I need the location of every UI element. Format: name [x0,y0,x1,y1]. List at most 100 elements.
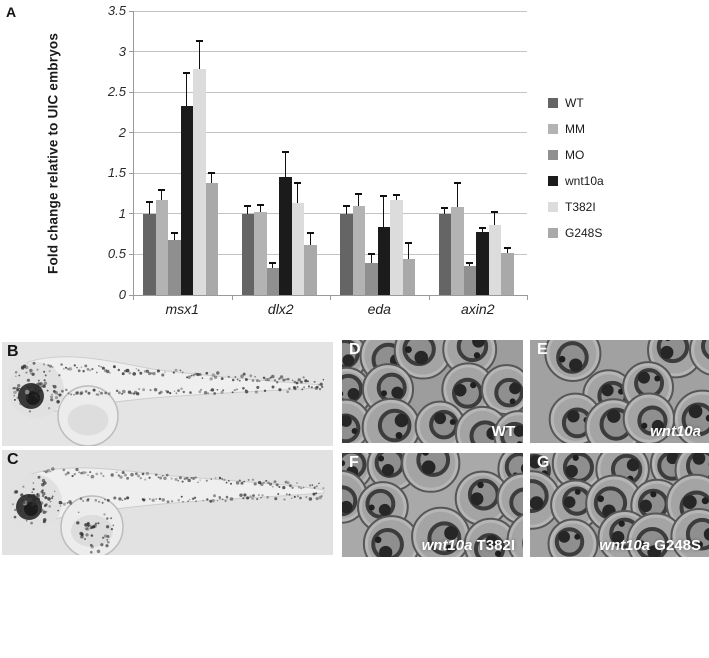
illustration-shape [188,498,191,501]
illustration-shape [14,490,19,494]
illustration-shape [109,372,111,374]
error-bar-line [456,183,458,208]
illustration-shape [130,472,134,477]
bar-wnt10a-dlx2 [279,176,292,295]
illustration-shape [182,390,185,394]
illustration-shape [106,499,110,502]
bar-wnt10a-eda [377,226,390,295]
illustration-shape [93,525,96,528]
panel-e-letter: E [537,341,548,358]
illustration-shape [445,544,453,552]
illustration-shape [378,503,391,516]
illustration-shape [258,494,260,496]
illustration-shape [251,478,255,481]
illustration-shape [222,389,225,392]
error-bar-line [198,41,200,70]
illustration-shape [291,486,294,490]
illustration-shape [37,475,41,479]
illustration-shape [321,385,324,389]
eggs-illustration-f [342,453,523,557]
illustration-shape [231,391,234,394]
bar-G248S-msx1 [205,183,218,295]
illustration-shape [135,368,138,370]
panel-g-letter: G [537,454,550,471]
legend-item-WT: WT [548,90,604,116]
illustration-shape [239,493,243,497]
illustration-shape [319,382,323,386]
y-axis-tick [129,91,133,93]
illustration-shape [44,496,48,500]
illustration-shape [105,544,109,548]
illustration-shape [119,475,123,479]
bar-G248S-axin2 [501,252,514,295]
error-bar-cap [503,246,511,249]
y-tick-label: 3 [118,43,126,59]
illustration-shape [35,383,37,386]
illustration-shape [286,390,289,394]
illustration-shape [249,495,252,498]
illustration-shape [42,384,46,388]
y-tick-label: 0 [118,287,126,302]
illustration-shape [611,530,625,544]
illustration-shape [243,493,247,497]
illustration-shape [318,384,320,386]
y-axis-line [133,11,134,295]
eggs-illustration-e [544,340,709,443]
illustration-shape [181,480,184,483]
panel-e-caption: wnt10a [650,423,701,440]
bar-MM-msx1 [155,200,168,295]
illustration-shape [315,385,319,389]
error-bar-line [247,205,249,214]
illustration-shape [81,471,86,475]
illustration-shape [51,393,53,396]
illustration-shape [32,383,35,387]
illustration-shape [139,477,142,480]
eggs-illustration-g [530,453,709,557]
illustration-shape [126,496,130,500]
error-bar-line [297,183,299,204]
illustration-shape [117,391,121,395]
error-bar-cap [342,204,350,207]
illustration-shape [285,378,287,381]
illustration-shape [19,394,22,397]
illustration-shape [25,397,28,401]
error-bar-cap [145,200,153,203]
illustration-shape [296,482,298,484]
illustration-shape [32,394,35,396]
illustration-shape [221,478,224,480]
illustration-shape [22,364,27,368]
illustration-shape [251,497,254,500]
illustration-shape [106,517,109,520]
error-bar-line [370,253,372,263]
illustration-shape [254,375,256,378]
illustration-shape [26,385,29,388]
illustration-shape [39,385,43,389]
error-bar-line [444,208,446,214]
illustration-shape [307,385,310,388]
illustration-shape [43,370,46,373]
illustration-shape [225,495,229,499]
illustration-shape [49,500,52,503]
illustration-shape [76,391,79,395]
illustration-shape [509,487,523,518]
error-bar-cap [208,172,216,175]
illustration-shape [155,498,157,500]
illustration-shape [199,479,201,481]
illustration-shape [473,352,481,359]
illustration-shape [68,500,72,504]
illustration-shape [36,495,39,498]
error-bar-line [481,227,483,232]
illustration-shape [23,495,26,497]
illustration-shape [368,504,375,511]
illustration-shape [293,495,296,498]
illustration-shape [258,380,261,382]
illustration-shape [24,389,30,395]
bar-MO-axin2 [463,265,476,295]
gridline [133,172,527,174]
illustration-shape [113,496,117,500]
illustration-shape [106,540,110,544]
illustration-shape [70,514,114,548]
illustration-shape [53,490,56,493]
illustration-shape [100,543,104,547]
error-bar-line [259,204,261,213]
